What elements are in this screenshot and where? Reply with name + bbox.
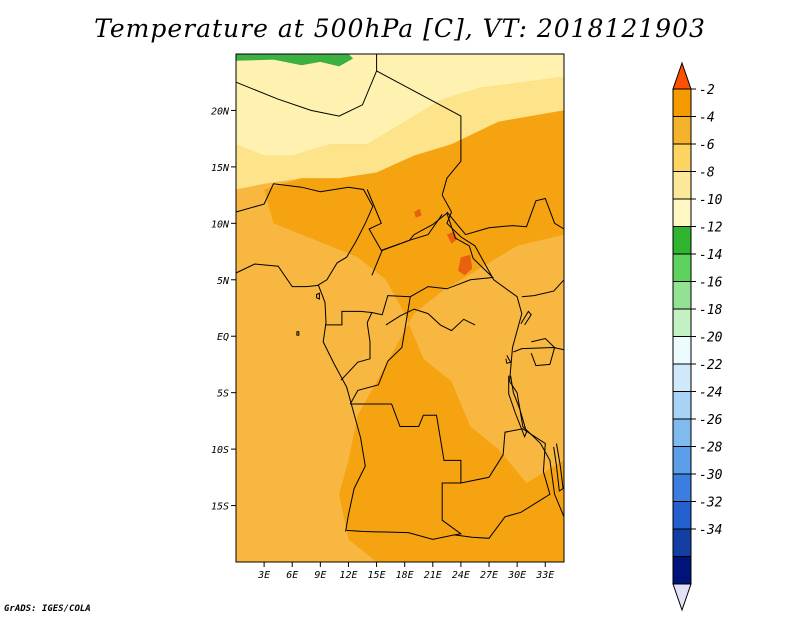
colorbar-top-arrow [672, 61, 692, 90]
colorbar-label: -32 [699, 496, 723, 511]
colorbar-label: -2 [699, 83, 715, 98]
colorbar-label: -24 [699, 386, 722, 401]
colorbar-swatch [672, 143, 692, 172]
border-car-border [371, 212, 494, 316]
border-chad-border [366, 189, 443, 252]
lon-tick-label: 30E [507, 570, 526, 581]
lon-tick-label: 9E [314, 570, 326, 581]
border-gabon-congo-border [325, 310, 373, 381]
border-west-coast [235, 263, 366, 532]
colorbar-label: -14 [699, 248, 722, 263]
border-drc-west-border [349, 296, 411, 405]
colorbar-swatch [672, 226, 692, 255]
border-angola-border [346, 403, 463, 540]
colorbar-swatch [672, 556, 692, 585]
lon-tick-label: 6E [286, 570, 298, 581]
colorbar-swatch [672, 281, 692, 310]
lon-tick-label: 18E [396, 570, 414, 581]
colorbar-bottom-arrow [672, 583, 692, 612]
colorbar-swatch [672, 253, 692, 282]
colorbar-swatch [672, 116, 692, 145]
lat-tick-label: 10N [211, 219, 230, 230]
region-central-orange [264, 110, 564, 563]
colorbar-swatch [672, 363, 692, 392]
region-hot-spot-2 [458, 254, 473, 276]
border-congo-river [385, 308, 476, 332]
island-sao-tome [296, 331, 300, 336]
border-lake-victoria [530, 337, 556, 367]
colorbar-label: -26 [699, 413, 723, 428]
map-title: Temperature at 500hPa [C], VT: 201812190… [94, 14, 706, 43]
lon-tick-label: 15E [368, 570, 386, 581]
border-lake-kivu [505, 355, 512, 364]
region-hot-spot-1 [446, 231, 458, 244]
colorbar-swatch [672, 501, 692, 530]
border-sudan-ss-border [446, 197, 565, 236]
colorbar-label: -28 [699, 441, 723, 456]
colorbar-label: -8 [699, 166, 715, 181]
border-lake-malawi [553, 443, 564, 492]
lon-tick-label: 24E [452, 570, 470, 581]
colorbar-label: -4 [699, 111, 715, 126]
colorbar: -2 -4 -6 -8 -10 -12 -14 -16 -18 -20 -22 -24 -26 -28 -3… [672, 61, 723, 612]
map-frame [235, 53, 565, 563]
colorbar-swatch [672, 88, 692, 117]
colorbar-swatch [672, 308, 692, 337]
longitude-axis: 3E 6E 9E 12E 15E 18E 21E 24E 27E 30E 33E [257, 562, 554, 581]
lat-tick-label: 10S [211, 445, 229, 456]
lat-tick-label: 15S [211, 502, 229, 513]
region-far-north-pale [236, 54, 564, 156]
colorbar-swatch [672, 171, 692, 200]
lon-tick-label: 21E [424, 570, 442, 581]
lon-tick-label: 12E [339, 570, 357, 581]
region-hot-spot-3 [414, 208, 422, 218]
lat-tick-label: 5N [217, 276, 230, 287]
colorbar-swatch [672, 418, 692, 447]
border-zambia-border [454, 428, 551, 539]
country-borders [235, 54, 565, 540]
border-nigeria-border [235, 183, 374, 286]
colorbar-label: -12 [699, 221, 723, 236]
lon-tick-label: 33E [535, 570, 554, 581]
latitude-axis: 20N 15N 10N 5N EQ 5S 10S 15S [211, 106, 236, 513]
colorbar-label: -18 [699, 303, 723, 318]
colorbar-swatch [672, 391, 692, 420]
island-bioko [316, 292, 320, 300]
colorbar-swatch [672, 528, 692, 557]
colorbar-label: -6 [699, 138, 715, 153]
border-sahara-border-2 [376, 70, 565, 517]
lat-tick-label: 15N [211, 163, 230, 174]
colorbar-label: -22 [699, 358, 723, 373]
colorbar-swatch [672, 336, 692, 365]
colorbar-label: -20 [699, 331, 723, 346]
colorbar-label: -30 [699, 468, 723, 483]
lat-tick-label: EQ [217, 332, 229, 343]
lat-tick-label: 20N [211, 106, 230, 117]
colorbar-label: -16 [699, 276, 723, 291]
colorbar-swatch [672, 473, 692, 502]
colorbar-swatch [672, 446, 692, 475]
border-east-africa-border [513, 346, 565, 353]
colorbar-swatch [672, 198, 692, 227]
border-lake-tanganyika [508, 375, 528, 439]
border-uganda-border [521, 279, 565, 298]
colorbar-label: -34 [699, 523, 722, 538]
software-credit: GrADS: IGES/COLA [4, 604, 91, 614]
lat-tick-label: 5S [217, 389, 229, 400]
border-lake-albert [520, 310, 532, 326]
region-cold-green [236, 54, 354, 67]
temperature-field [236, 54, 564, 563]
colorbar-label: -10 [699, 193, 723, 208]
region-north-light [236, 76, 564, 190]
lon-tick-label: 27E [480, 570, 498, 581]
lon-tick-label: 3E [257, 570, 270, 581]
